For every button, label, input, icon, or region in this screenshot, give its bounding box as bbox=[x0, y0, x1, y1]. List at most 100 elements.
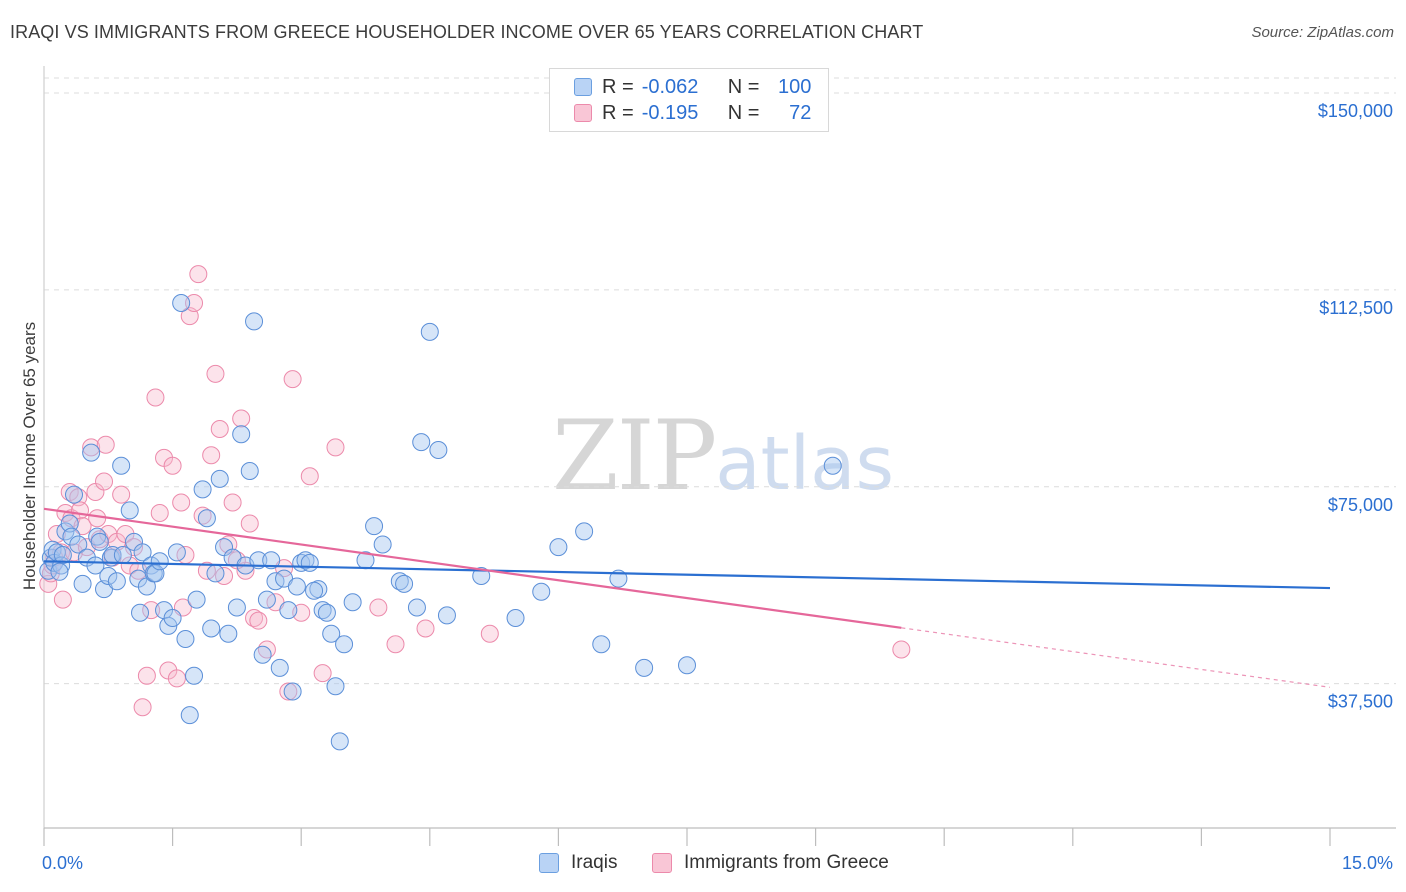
chart-title: IRAQI VS IMMIGRANTS FROM GREECE HOUSEHOL… bbox=[10, 22, 924, 42]
point-iraqis bbox=[270, 658, 289, 677]
point-iraqis bbox=[210, 469, 229, 488]
point-greece bbox=[313, 664, 332, 683]
tick-labels: $37,500 $75,000 $112,500 $150,000 0.0% 15.0% bbox=[42, 101, 1393, 873]
point-iraqis bbox=[69, 535, 88, 554]
point-greece bbox=[240, 514, 259, 533]
point-iraqis bbox=[365, 517, 384, 536]
point-iraqis bbox=[150, 552, 169, 571]
series-legend-greece[interactable]: Immigrants from Greece bbox=[652, 852, 889, 874]
point-iraqis bbox=[317, 603, 336, 622]
point-greece bbox=[133, 698, 152, 717]
point-greece bbox=[223, 493, 242, 512]
point-greece bbox=[326, 438, 345, 457]
point-iraqis bbox=[50, 562, 69, 581]
point-iraqis bbox=[335, 635, 354, 654]
watermark: ZIPatlas bbox=[552, 400, 894, 512]
point-greece bbox=[163, 456, 182, 475]
point-iraqis bbox=[99, 567, 118, 585]
point-iraqis bbox=[326, 677, 345, 696]
y-tick-label: $112,500 bbox=[1319, 298, 1393, 318]
point-iraqis bbox=[592, 635, 611, 654]
point-iraqis bbox=[65, 485, 84, 504]
point-greece bbox=[53, 590, 72, 609]
point-iraqis bbox=[133, 543, 152, 562]
point-greece bbox=[150, 504, 169, 522]
point-greece bbox=[249, 611, 268, 630]
x-tick-label-min: 0.0% bbox=[42, 853, 83, 873]
point-iraqis bbox=[185, 666, 204, 685]
point-greece bbox=[120, 556, 139, 575]
series-swatch-iraqis bbox=[539, 853, 559, 873]
point-greece bbox=[39, 574, 58, 593]
legend-swatch-iraqis bbox=[574, 78, 592, 96]
point-iraqis bbox=[120, 501, 139, 520]
point-iraqis bbox=[532, 582, 551, 601]
point-iraqis bbox=[472, 567, 491, 585]
point-iraqis bbox=[420, 322, 439, 341]
point-iraqis bbox=[107, 572, 126, 591]
series-greece-points bbox=[39, 265, 911, 717]
point-greece bbox=[206, 364, 225, 383]
point-iraqis bbox=[257, 590, 276, 609]
point-greece bbox=[275, 559, 294, 578]
legend-r-label: R = bbox=[602, 75, 634, 98]
point-greece bbox=[172, 493, 191, 512]
legend-n-value: 100 bbox=[778, 75, 812, 98]
point-iraqis bbox=[82, 443, 101, 462]
point-iraqis bbox=[163, 609, 182, 627]
point-greece bbox=[892, 640, 911, 659]
series-label-iraqis: Iraqis bbox=[571, 852, 618, 873]
point-iraqis bbox=[227, 598, 246, 617]
point-iraqis bbox=[172, 294, 191, 312]
point-iraqis bbox=[197, 509, 216, 528]
point-greece bbox=[82, 438, 101, 457]
point-iraqis bbox=[549, 538, 568, 557]
series-legend-iraqis[interactable]: Iraqis bbox=[539, 852, 617, 874]
legend-n-label: N = bbox=[727, 101, 760, 124]
point-iraqis bbox=[300, 553, 319, 572]
point-greece bbox=[137, 666, 156, 685]
y-tick-label: $150,000 bbox=[1318, 101, 1393, 121]
point-iraqis bbox=[506, 609, 525, 627]
point-iraqis bbox=[412, 433, 431, 452]
point-greece bbox=[386, 635, 405, 654]
point-greece bbox=[142, 601, 161, 620]
point-iraqis bbox=[275, 569, 294, 588]
point-iraqis bbox=[429, 441, 448, 459]
point-greece bbox=[210, 420, 229, 438]
y-tick-label: $37,500 bbox=[1328, 692, 1393, 712]
point-greece bbox=[480, 624, 499, 643]
legend-r-value: -0.062 bbox=[641, 75, 699, 98]
point-iraqis bbox=[373, 535, 392, 554]
point-iraqis bbox=[176, 630, 195, 648]
point-greece bbox=[112, 485, 131, 504]
point-iraqis bbox=[202, 619, 221, 638]
point-iraqis bbox=[167, 543, 186, 562]
point-iraqis bbox=[330, 732, 349, 751]
point-greece bbox=[88, 509, 107, 528]
point-iraqis bbox=[305, 581, 324, 600]
point-iraqis bbox=[193, 480, 212, 499]
point-iraqis bbox=[343, 593, 362, 612]
point-iraqis bbox=[678, 656, 696, 675]
point-iraqis bbox=[395, 574, 414, 593]
correlation-legend: R = -0.062 N = 100 R = -0.195 N = 72 bbox=[549, 68, 829, 132]
point-greece bbox=[283, 370, 302, 389]
legend-r-value: -0.195 bbox=[641, 101, 699, 124]
point-iraqis bbox=[60, 514, 79, 533]
point-iraqis bbox=[206, 564, 225, 583]
point-greece bbox=[96, 435, 115, 454]
point-iraqis bbox=[88, 527, 107, 546]
legend-n-value: 72 bbox=[789, 101, 812, 124]
grid-lines bbox=[44, 77, 1396, 685]
trend-greece-solid bbox=[43, 507, 902, 629]
point-greece bbox=[167, 669, 186, 688]
point-iraqis bbox=[407, 598, 426, 617]
legend-r-label: R = bbox=[602, 101, 634, 124]
point-greece bbox=[202, 446, 221, 465]
point-iraqis bbox=[73, 574, 92, 593]
point-greece bbox=[189, 265, 208, 284]
point-iraqis bbox=[279, 601, 298, 620]
point-iraqis bbox=[437, 606, 456, 625]
